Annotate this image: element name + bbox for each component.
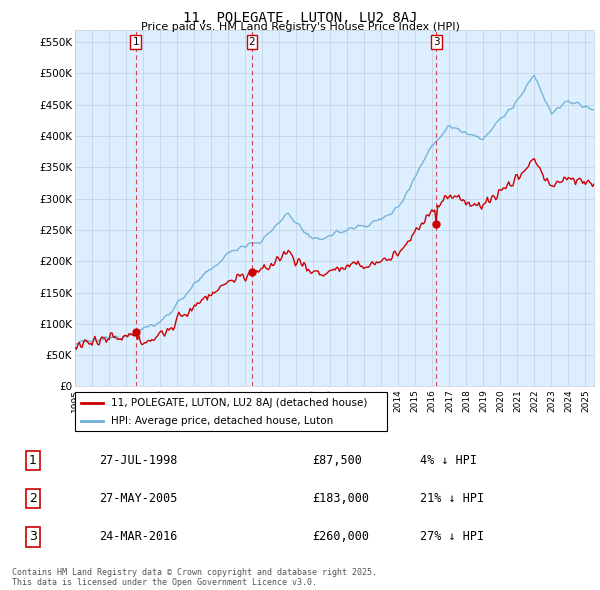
Text: 27-JUL-1998: 27-JUL-1998: [99, 454, 178, 467]
Text: 2: 2: [29, 492, 37, 505]
Text: 27-MAY-2005: 27-MAY-2005: [99, 492, 178, 505]
Text: £87,500: £87,500: [312, 454, 362, 467]
Text: 2: 2: [248, 37, 255, 47]
Text: 11, POLEGATE, LUTON, LU2 8AJ (detached house): 11, POLEGATE, LUTON, LU2 8AJ (detached h…: [111, 398, 367, 408]
FancyBboxPatch shape: [75, 392, 387, 431]
Text: 4% ↓ HPI: 4% ↓ HPI: [420, 454, 477, 467]
Text: HPI: Average price, detached house, Luton: HPI: Average price, detached house, Luto…: [111, 416, 333, 426]
Text: 3: 3: [433, 37, 440, 47]
Text: 24-MAR-2016: 24-MAR-2016: [99, 530, 178, 543]
Text: 11, POLEGATE, LUTON, LU2 8AJ: 11, POLEGATE, LUTON, LU2 8AJ: [183, 11, 417, 25]
Text: £183,000: £183,000: [312, 492, 369, 505]
Text: 21% ↓ HPI: 21% ↓ HPI: [420, 492, 484, 505]
Text: Price paid vs. HM Land Registry's House Price Index (HPI): Price paid vs. HM Land Registry's House …: [140, 22, 460, 32]
Text: 1: 1: [29, 454, 37, 467]
Text: Contains HM Land Registry data © Crown copyright and database right 2025.
This d: Contains HM Land Registry data © Crown c…: [12, 568, 377, 587]
Text: 3: 3: [29, 530, 37, 543]
Text: £260,000: £260,000: [312, 530, 369, 543]
Text: 27% ↓ HPI: 27% ↓ HPI: [420, 530, 484, 543]
Text: 1: 1: [133, 37, 139, 47]
